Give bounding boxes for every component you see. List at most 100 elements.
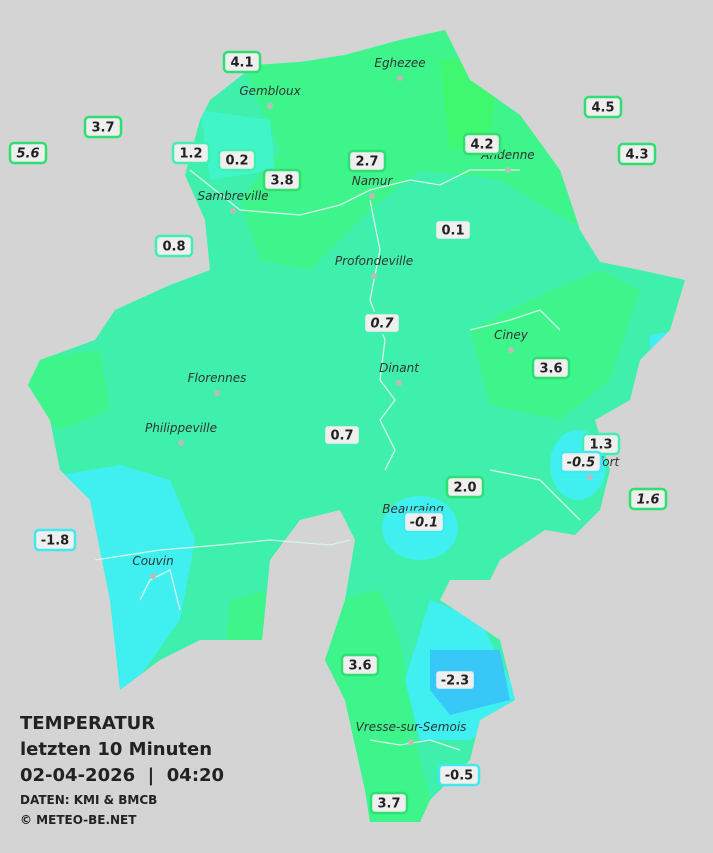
rivers <box>94 169 581 751</box>
town-dot <box>587 474 593 480</box>
stations: 4.1 3.7 5.6 1.2 0.2 3.8 2.7 4.2 4.5 4.3 0.8 0.1 0.7 3… <box>8 50 668 815</box>
station-box <box>83 115 123 139</box>
station-box <box>322 423 362 447</box>
town-dot <box>397 75 403 81</box>
station: 4.5 <box>583 95 623 119</box>
station-box <box>617 142 657 166</box>
station-value: -2.3 <box>441 674 469 689</box>
station: 0.8 <box>154 234 194 258</box>
station-box <box>628 487 668 511</box>
station: 3.6 <box>531 356 571 380</box>
station: 4.2 <box>462 132 502 156</box>
station-box <box>369 791 409 815</box>
station: -0.1 <box>402 510 446 534</box>
caption-title: TEMPERATUR <box>20 713 155 734</box>
station-box <box>362 311 402 335</box>
station-box <box>433 668 477 692</box>
town-dot <box>371 273 377 279</box>
station-box <box>340 653 380 677</box>
station-value: -0.5 <box>445 769 473 784</box>
town-dot <box>214 390 220 396</box>
station-box <box>347 149 387 173</box>
town-dot <box>230 208 236 214</box>
station-value: 5.6 <box>16 147 39 162</box>
station: -1.8 <box>33 528 77 552</box>
station-box <box>8 141 48 165</box>
station: 4.1 <box>222 50 262 74</box>
caption-period: letzten 10 Minuten <box>20 739 212 760</box>
station: 0.1 <box>433 218 473 242</box>
station: 2.7 <box>347 149 387 173</box>
station: 3.6 <box>340 653 380 677</box>
station-value: 3.7 <box>91 121 114 136</box>
town-label: Couvin <box>132 554 173 568</box>
station-box <box>559 450 603 474</box>
station: 1.6 <box>628 487 668 511</box>
town-label: Gembloux <box>239 84 301 98</box>
station: 5.6 <box>8 141 48 165</box>
station-value: 3.6 <box>348 659 371 674</box>
station: 1.2 <box>171 141 211 165</box>
town-label: Ciney <box>494 328 529 342</box>
town-dot <box>408 739 414 745</box>
town-label: Vresse-sur-Semois <box>356 720 467 734</box>
station: -0.5 <box>437 763 481 787</box>
station: 3.7 <box>369 791 409 815</box>
town-dot <box>150 573 156 579</box>
station-box <box>222 50 262 74</box>
station-box <box>262 168 302 192</box>
station-value: -0.5 <box>567 456 595 471</box>
station-value: 4.1 <box>230 56 253 71</box>
station: 4.3 <box>617 142 657 166</box>
town-dot <box>505 167 511 173</box>
town-label: Dinant <box>379 361 420 375</box>
caption-source: DATEN: KMI & BMCB <box>20 793 157 807</box>
station-box <box>445 475 485 499</box>
station: 2.0 <box>445 475 485 499</box>
station-value: 4.5 <box>591 101 614 116</box>
station-value: 4.2 <box>470 138 493 153</box>
station: 0.7 <box>322 423 362 447</box>
station-value: 2.0 <box>453 481 476 496</box>
station-value: 0.1 <box>441 224 464 239</box>
town-label: Sambreville <box>197 189 268 203</box>
station-box <box>462 132 502 156</box>
station-box <box>171 141 211 165</box>
station: 3.8 <box>262 168 302 192</box>
station-value: -0.1 <box>410 516 438 531</box>
town-dot <box>396 380 402 386</box>
station: 0.7 <box>362 311 402 335</box>
station-value: 0.7 <box>330 429 353 444</box>
town-label: Profondeville <box>335 254 413 268</box>
station-value: 0.2 <box>225 154 248 169</box>
station: 0.2 <box>217 148 257 172</box>
station-box <box>402 510 446 534</box>
station-box <box>531 356 571 380</box>
station-box <box>437 763 481 787</box>
town-dot <box>369 193 375 199</box>
caption-copyright: © METEO-BE.NET <box>20 813 137 827</box>
town-label: Eghezee <box>374 56 425 70</box>
caption: TEMPERATUR letzten 10 Minuten 02-04-2026… <box>20 713 224 827</box>
town-dot <box>267 103 273 109</box>
station-box <box>33 528 77 552</box>
caption-datetime: 02-04-2026 | 04:20 <box>20 765 224 786</box>
town-label: Philippeville <box>145 421 217 435</box>
station-value: 3.7 <box>377 797 400 812</box>
town-dot <box>508 347 514 353</box>
station: 3.7 <box>83 115 123 139</box>
station-value: 0.7 <box>370 317 394 332</box>
station: -0.5 <box>559 450 603 474</box>
station-value: 3.6 <box>539 362 562 377</box>
station-value: 1.2 <box>179 147 202 162</box>
station-value: 3.8 <box>270 174 293 189</box>
station-box <box>583 95 623 119</box>
station-value: 4.3 <box>625 148 648 163</box>
station-box <box>154 234 194 258</box>
station-box <box>217 148 257 172</box>
station-value: -1.8 <box>41 534 69 549</box>
town-label: Florennes <box>188 371 247 385</box>
town-dot <box>178 440 184 446</box>
station-value: 1.6 <box>636 493 659 508</box>
